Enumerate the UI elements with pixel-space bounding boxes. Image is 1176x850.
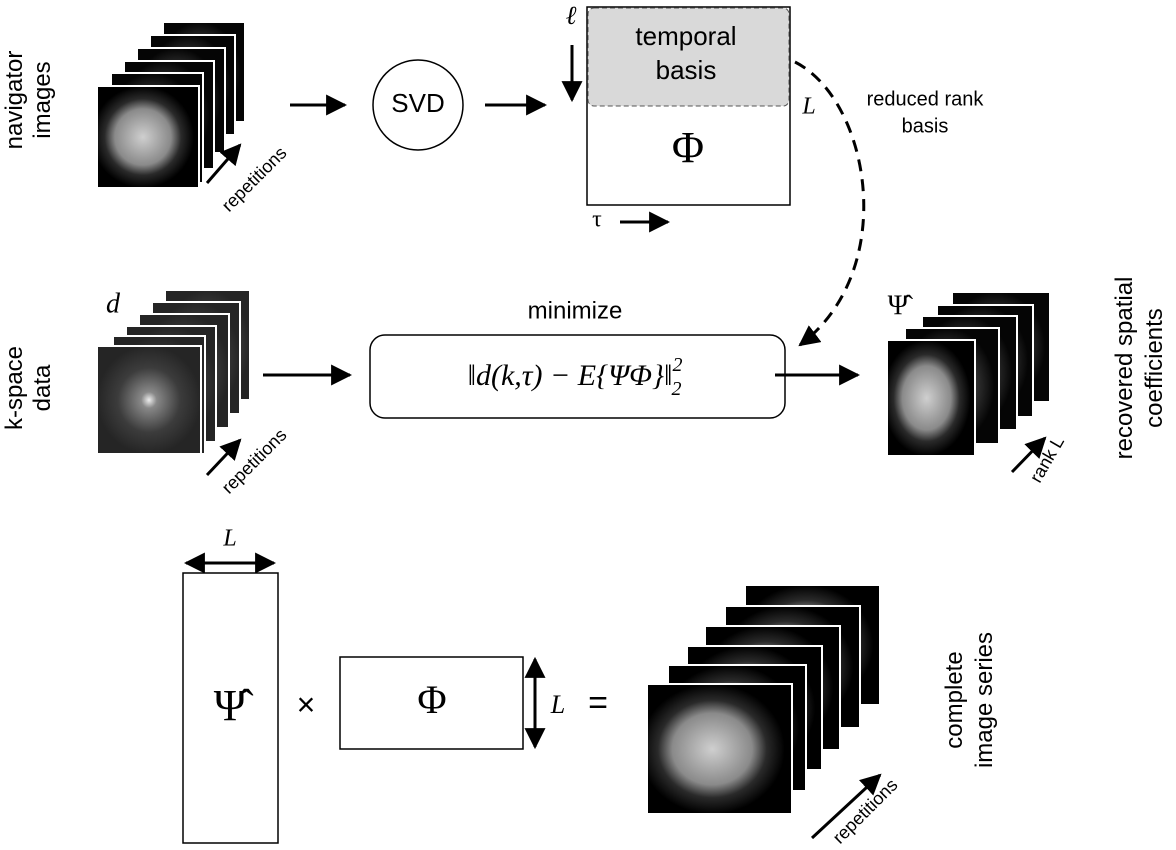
d-symbol: d <box>106 288 121 319</box>
col-index: τ <box>592 207 602 233</box>
recovered-stack <box>887 292 1050 456</box>
phi: Φ <box>417 677 446 722</box>
width-label: L <box>222 526 236 552</box>
objective-caption: minimize <box>528 297 623 324</box>
phi: Φ <box>672 123 704 172</box>
equals: = <box>588 684 608 722</box>
rank: L <box>801 94 815 120</box>
operator: × <box>297 686 316 722</box>
psi-hat: Ψ̂ <box>888 290 914 321</box>
image-series-stack <box>647 585 880 814</box>
row-index: ℓ <box>566 1 577 30</box>
svd-label: SVD <box>391 88 444 118</box>
edge-label: basis <box>902 115 949 137</box>
axis-label: rank L <box>1026 433 1068 486</box>
height-label: L <box>550 690 565 719</box>
diagram: navigatorimages repetitions SVD temporal… <box>0 0 1176 850</box>
edge-label: reduced rank <box>867 88 985 110</box>
axis-label: repetitions <box>218 143 291 216</box>
kspace-label: k-spacedata <box>1 346 56 430</box>
basis-label: temporal <box>635 21 736 51</box>
navigator-label: navigatorimages <box>1 51 56 150</box>
basis-label: basis <box>656 55 717 85</box>
axis-label: repetitions <box>218 425 291 498</box>
